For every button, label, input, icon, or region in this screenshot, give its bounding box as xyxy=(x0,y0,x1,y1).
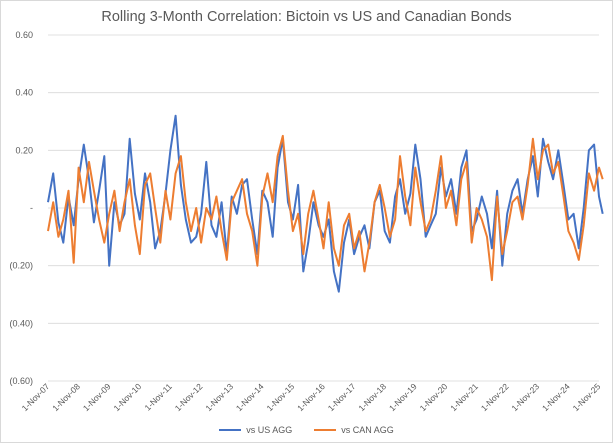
x-tick-label: 1-Nov-23 xyxy=(509,381,541,413)
x-tick-label: 1-Nov-14 xyxy=(234,381,266,413)
x-axis: 1-Nov-071-Nov-081-Nov-091-Nov-10 1-Nov-11… xyxy=(20,381,603,413)
x-tick-label: 1-Nov-10 xyxy=(111,381,143,413)
y-tick-label: (0.60) xyxy=(9,376,33,386)
legend-item-us-agg: vs US AGG xyxy=(219,425,292,435)
x-tick-label: 1-Nov-18 xyxy=(356,381,388,413)
x-tick-label: 1-Nov-19 xyxy=(387,381,419,413)
y-tick-label: 0.60 xyxy=(15,30,33,40)
y-tick-label: - xyxy=(30,203,33,213)
series-line-can-agg xyxy=(47,134,604,282)
legend-swatch-us-agg xyxy=(219,428,242,432)
legend: vs US AGG vs CAN AGG xyxy=(1,425,612,435)
x-tick-label: 1-Nov-16 xyxy=(295,381,327,413)
legend-swatch-can-agg xyxy=(314,428,337,432)
y-tick-label: 0.40 xyxy=(15,88,33,98)
x-tick-label: 1-Nov-21 xyxy=(448,381,480,413)
x-tick-label: 1-Nov-11 xyxy=(143,381,175,413)
x-tick-label: 1-Nov-15 xyxy=(265,381,297,413)
y-tick-label: (0.40) xyxy=(9,318,33,328)
x-tick-label: 1-Nov-20 xyxy=(418,381,450,413)
x-tick-label: 1-Nov-17 xyxy=(326,381,358,413)
y-tick-label: 0.20 xyxy=(15,145,33,155)
x-tick-label: 1-Nov-25 xyxy=(571,381,603,413)
x-tick-label: 1-Nov-09 xyxy=(81,381,113,413)
gridlines xyxy=(48,34,599,382)
x-tick-label: 1-Nov-22 xyxy=(479,381,511,413)
legend-label-us-agg: vs US AGG xyxy=(246,425,293,435)
x-tick-label: 1-Nov-24 xyxy=(540,381,572,413)
series-lines xyxy=(47,114,604,293)
x-tick-label: 1-Nov-08 xyxy=(50,381,82,413)
y-axis: 0.60 0.40 0.20 - (0.20) (0.40) (0.60) xyxy=(9,30,33,386)
chart-title: Rolling 3-Month Correlation: Bictoin vs … xyxy=(101,9,512,25)
legend-item-can-agg: vs CAN AGG xyxy=(314,425,394,435)
x-tick-label: 1-Nov-12 xyxy=(173,381,205,413)
legend-label-can-agg: vs CAN AGG xyxy=(341,425,394,435)
x-tick-label: 1-Nov-13 xyxy=(203,381,235,413)
y-tick-label: (0.20) xyxy=(9,261,33,271)
